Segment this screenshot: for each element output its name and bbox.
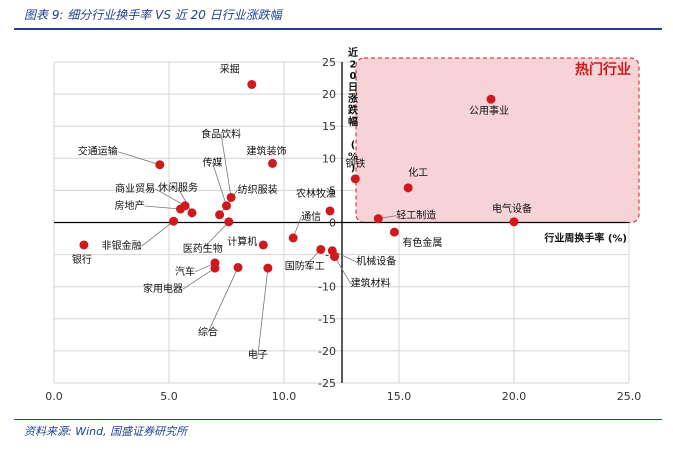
leader-line <box>154 188 186 207</box>
y-tick-label: 0 <box>329 217 336 230</box>
point-label: 国防军工 <box>285 259 325 272</box>
point-label: 传媒 <box>203 157 223 169</box>
point-label: 医药生物 <box>183 242 223 255</box>
y-tick-label: 10 <box>322 152 336 165</box>
data-point <box>350 174 360 184</box>
data-point <box>176 204 185 214</box>
leader-line <box>202 221 230 250</box>
data-point <box>224 217 234 227</box>
point-label: 公用事业 <box>469 104 509 117</box>
x-tick-label: 15.0 <box>387 390 412 403</box>
point-label: 商业贸易 <box>115 182 155 195</box>
leader-line <box>257 268 269 356</box>
leader-line <box>207 267 239 333</box>
data-point <box>222 201 231 211</box>
leader-line <box>144 205 181 210</box>
data-point <box>215 210 225 220</box>
leader-lines <box>117 134 397 356</box>
leader-line <box>141 220 174 247</box>
data-point <box>509 217 519 227</box>
data-point <box>210 263 220 273</box>
y-tick-label: -10 <box>318 281 336 294</box>
x-tick-label: 25.0 <box>617 390 642 403</box>
data-point <box>258 240 268 250</box>
x-tick-label: 5.0 <box>160 390 178 403</box>
point-label: 农林牧渔 <box>296 187 336 200</box>
y-tick-label: -15 <box>318 313 336 326</box>
point-label: 建筑材料 <box>351 277 391 290</box>
y-tick-label: 5 <box>329 184 336 197</box>
data-point <box>169 216 179 226</box>
source-rule <box>14 419 662 420</box>
x-axis-title: 行业周换手率 (%) <box>543 232 627 245</box>
x-tick-label: 10.0 <box>272 390 297 403</box>
data-point <box>389 227 399 237</box>
data-point <box>268 158 277 168</box>
data-point <box>263 263 273 273</box>
point-label: 建筑装饰 <box>247 144 287 157</box>
data-point <box>330 252 340 262</box>
leader-line <box>212 162 227 206</box>
title-rule <box>14 28 662 30</box>
leader-line <box>177 187 193 214</box>
y-tick-label: 25 <box>322 56 336 69</box>
point-label: 通信 <box>301 211 321 223</box>
data-point <box>325 206 335 216</box>
point-label: 交通运输 <box>78 145 118 158</box>
y-tick-label: 15 <box>322 120 336 133</box>
point-label: 化工 <box>408 166 428 179</box>
point-label: 食品饮料 <box>201 127 241 140</box>
data-point <box>247 79 257 89</box>
y-tick-label: -25 <box>318 377 336 390</box>
point-label: 房地产 <box>115 199 145 212</box>
point-label: 有色金属 <box>402 236 442 249</box>
data-point <box>79 240 89 250</box>
x-tick-label: 0.0 <box>45 390 63 403</box>
y-tick-label: 20 <box>322 88 336 101</box>
axis-layer: 0.05.010.015.020.025.02520151050-5-10-15… <box>45 56 641 403</box>
point-label: 采掘 <box>220 62 240 75</box>
leader-line <box>334 256 351 284</box>
point-label: 电气设备 <box>492 202 532 215</box>
data-point <box>288 233 298 243</box>
data-point <box>316 244 326 254</box>
point-label: 非银金融 <box>102 239 142 252</box>
hot-industry-label: 热门行业 <box>575 61 631 78</box>
point-label: 家用电器 <box>143 282 183 295</box>
point-label: 轻工制造 <box>396 209 436 222</box>
figure-title: 图表 9: 细分行业换手率 VS 近 20 日行业涨跌幅 <box>24 8 282 22</box>
data-point <box>155 160 165 170</box>
x-tick-label: 20.0 <box>502 390 527 403</box>
point-label: 机械设备 <box>356 255 396 268</box>
source-note: 资料来源: Wind, 国盛证券研究所 <box>24 425 188 438</box>
data-point <box>187 208 197 218</box>
point-label: 计算机 <box>227 235 257 248</box>
point-label: 综合 <box>198 325 218 338</box>
y-tick-label: -20 <box>318 345 336 358</box>
y-axis-title: 近 2 0 日涨跌幅(%) <box>348 46 359 174</box>
data-point <box>233 262 243 272</box>
leader-line <box>220 134 232 198</box>
point-label: 汽车 <box>175 265 195 278</box>
data-point <box>226 192 236 202</box>
leader-line <box>182 267 216 290</box>
leader-line <box>117 151 160 166</box>
data-points <box>79 79 519 273</box>
point-label: 纺织服装 <box>238 183 278 196</box>
data-point <box>373 214 383 224</box>
point-label: 电子 <box>248 348 268 361</box>
hot-industry-region <box>355 57 640 223</box>
data-point <box>486 94 496 104</box>
data-point <box>403 183 413 193</box>
point-label: 银行 <box>72 253 92 266</box>
point-label: 钢铁 <box>345 157 365 170</box>
point-label: 休闲服务 <box>158 181 198 194</box>
